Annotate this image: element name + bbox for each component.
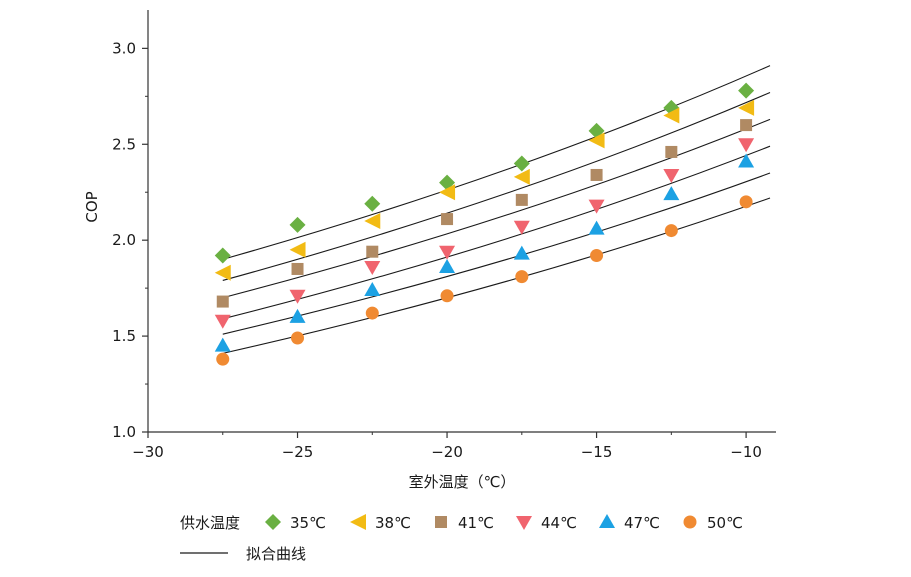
- plot-area: [214, 65, 771, 366]
- x-tick-label: −25: [282, 443, 314, 461]
- data-point: [590, 249, 604, 263]
- data-point: [364, 261, 381, 276]
- y-tick-label: 1.5: [112, 327, 136, 345]
- data-point: [214, 337, 231, 352]
- legend-marker: [516, 516, 532, 530]
- data-point: [739, 195, 753, 209]
- data-point: [588, 132, 605, 149]
- data-point: [216, 295, 229, 308]
- legend-marker: [599, 514, 615, 528]
- data-point: [588, 220, 605, 235]
- data-point: [214, 314, 231, 329]
- data-point: [439, 245, 456, 260]
- fit-curve: [222, 197, 771, 354]
- data-point: [665, 145, 678, 158]
- data-point: [291, 331, 305, 345]
- axes: −30 −25 −20 −15 −10 1.0 1.5 2.0 2.5 3.0: [112, 10, 776, 461]
- legend-label: 47℃: [624, 514, 660, 532]
- data-point: [663, 168, 680, 183]
- data-point: [738, 99, 755, 116]
- data-point: [513, 155, 530, 172]
- legend-marker: [350, 514, 366, 530]
- data-point: [515, 270, 529, 284]
- data-point: [289, 216, 306, 233]
- data-point: [588, 199, 605, 214]
- legend-marker: [683, 515, 697, 529]
- data-point: [289, 241, 306, 258]
- data-point: [214, 264, 231, 281]
- data-point: [439, 184, 456, 201]
- data-point: [738, 82, 755, 99]
- y-tick-label: 3.0: [112, 39, 136, 57]
- x-tick-label: −15: [581, 443, 613, 461]
- legend-label: 44℃: [541, 514, 577, 532]
- legend-label: 41℃: [458, 514, 494, 532]
- y-tick-label: 2.5: [112, 135, 136, 153]
- fit-curve: [222, 172, 771, 335]
- legend-label: 35℃: [290, 514, 326, 532]
- data-point: [740, 119, 753, 132]
- data-point: [214, 247, 231, 264]
- legend-label: 50℃: [707, 514, 743, 532]
- data-point: [738, 153, 755, 168]
- fit-curve: [222, 91, 771, 281]
- y-axis-title: COP: [83, 191, 101, 222]
- data-point: [364, 195, 381, 212]
- legend-fit-label: 拟合曲线: [246, 545, 306, 563]
- y-tick-label: 2.0: [112, 231, 136, 249]
- data-point: [364, 213, 381, 229]
- legend-marker: [435, 516, 447, 528]
- legend: 供水温度 拟合曲线 35℃ 38℃ 41℃ 44℃ 47℃ 50℃: [180, 514, 743, 563]
- y-tick-label: 1.0: [112, 423, 136, 441]
- data-point: [663, 186, 680, 201]
- data-point: [664, 224, 678, 238]
- x-tick-label: −20: [431, 443, 463, 461]
- data-point: [216, 352, 230, 366]
- data-point: [515, 193, 528, 206]
- fit-curve: [222, 65, 771, 260]
- fit-curve: [222, 145, 771, 320]
- data-point: [365, 306, 379, 320]
- data-point: [513, 245, 530, 260]
- data-point: [513, 168, 530, 185]
- data-point: [439, 259, 456, 274]
- data-point: [590, 168, 603, 181]
- data-point: [291, 262, 304, 275]
- data-point: [513, 220, 530, 235]
- x-tick-label: −10: [730, 443, 762, 461]
- legend-marker: [265, 514, 281, 530]
- x-tick-label: −30: [132, 443, 164, 461]
- data-point: [738, 138, 755, 153]
- data-point: [663, 107, 680, 124]
- data-point: [289, 289, 306, 304]
- x-axis-title: 室外温度（℃）: [409, 473, 516, 491]
- data-point: [364, 282, 381, 297]
- legend-label: 38℃: [375, 514, 411, 532]
- data-point: [440, 289, 454, 303]
- data-point: [441, 213, 454, 226]
- data-point: [366, 245, 379, 258]
- data-point: [289, 308, 306, 323]
- legend-title: 供水温度: [180, 514, 240, 532]
- fit-curve: [222, 118, 771, 299]
